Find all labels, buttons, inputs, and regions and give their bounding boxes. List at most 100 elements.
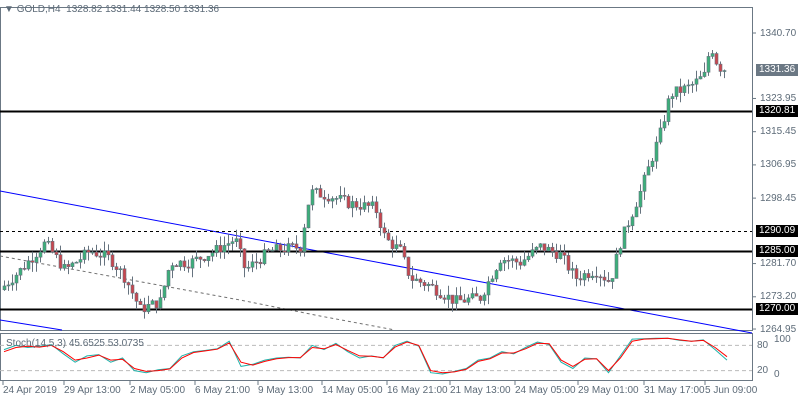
stoch-max-label: 100 [774, 334, 791, 345]
candle-body [146, 303, 151, 313]
candle-body [526, 255, 531, 261]
candle-body [346, 195, 351, 209]
candle-body [10, 282, 15, 286]
candle-body [606, 279, 611, 282]
candle-body [414, 278, 419, 281]
candle-body [246, 266, 251, 269]
trendline-lower [0, 319, 63, 331]
candle-body [258, 261, 263, 265]
time-tick-label: 5 Jun 09:00 [705, 385, 758, 396]
price-tick-label: 1264.95 [760, 323, 797, 335]
candle-body [378, 212, 383, 229]
time-tick-label: 24 Apr 2019 [3, 385, 57, 396]
candle-body [714, 53, 719, 65]
candle-body [602, 276, 607, 281]
candle-body [630, 216, 635, 227]
candle-body [366, 202, 371, 206]
candle-body [610, 278, 615, 282]
stoch-main-line [3, 337, 728, 375]
candle-body [334, 198, 339, 200]
candle-body [66, 264, 71, 267]
candle-body [474, 293, 479, 297]
candle-body [110, 254, 115, 267]
high-value: 1331.44 [105, 4, 142, 15]
candle-body [590, 275, 595, 279]
candle-body [570, 268, 575, 271]
candle-body [394, 244, 399, 249]
candle-body [138, 301, 143, 305]
candle-body [226, 243, 231, 246]
low-value: 1328.50 [144, 4, 181, 15]
chart-title: ▼ GOLD,H4 1328.82 1331.44 1328.50 1331.3… [4, 4, 219, 15]
candle-body [130, 284, 135, 294]
candle-body [426, 283, 431, 287]
candle-body [158, 297, 163, 309]
candle-body [338, 195, 343, 199]
candle-body [638, 191, 643, 208]
candle-body [686, 84, 691, 87]
candle-body [102, 250, 107, 258]
candle-body [614, 253, 619, 279]
candle-body [234, 238, 239, 242]
candle-body [562, 251, 567, 256]
candle-body [266, 249, 271, 251]
open-value: 1328.82 [66, 4, 103, 15]
candle-body [294, 243, 299, 249]
candle-body [530, 249, 535, 257]
candle-body [6, 284, 11, 287]
candle-body [594, 275, 599, 278]
candle-body [262, 249, 267, 265]
candle-body [286, 243, 291, 253]
candle-body [14, 274, 19, 284]
candle-body [698, 76, 703, 80]
candle-body [382, 227, 387, 234]
candle-body [82, 249, 87, 260]
candle-body [350, 201, 355, 209]
candle-body [250, 261, 255, 268]
candle-body [410, 275, 415, 281]
candle-body [206, 255, 211, 262]
candle-body [554, 251, 559, 259]
candle-body [182, 260, 187, 268]
candle-body [202, 259, 207, 262]
candle-body [694, 78, 699, 85]
candle-body [238, 238, 243, 250]
candle-body [678, 86, 683, 93]
time-tick-label: 9 May 13:00 [258, 385, 314, 396]
candle-body [514, 258, 519, 263]
candle-body [634, 206, 639, 218]
candle-body [282, 250, 287, 253]
price-tick-label: 1315.45 [760, 126, 797, 138]
candle-body [646, 166, 651, 176]
candle-body [574, 268, 579, 279]
candle-body [650, 160, 655, 167]
candle-body [342, 195, 347, 197]
candle-body [362, 202, 367, 210]
candle-body [290, 243, 295, 245]
candle-body [118, 268, 123, 271]
candle-body [458, 295, 463, 301]
time-tick-label: 29 Apr 13:00 [64, 385, 121, 396]
collapse-triangle-icon[interactable]: ▼ [4, 4, 14, 15]
candle-body [430, 283, 435, 286]
candle-body [454, 295, 459, 304]
candle-body [478, 295, 483, 301]
candle-body [722, 70, 727, 72]
candle-body [94, 251, 99, 257]
candle-body [654, 141, 659, 162]
candle-body [218, 245, 223, 253]
candle-body [34, 256, 39, 263]
candle-body [86, 249, 91, 253]
candle-body [406, 256, 411, 276]
time-tick-label: 21 May 13:00 [450, 385, 511, 396]
price-tick-label: 1340.70 [760, 27, 797, 39]
candle-body [710, 53, 715, 57]
time-tick-label: 2 May 05:00 [130, 385, 186, 396]
candle-body [718, 63, 723, 72]
candle-body [658, 127, 663, 143]
candle-body [166, 270, 171, 287]
price-tick-label: 1281.70 [760, 258, 797, 270]
time-tick-label: 6 May 21:00 [195, 385, 251, 396]
candle-body [662, 121, 667, 129]
